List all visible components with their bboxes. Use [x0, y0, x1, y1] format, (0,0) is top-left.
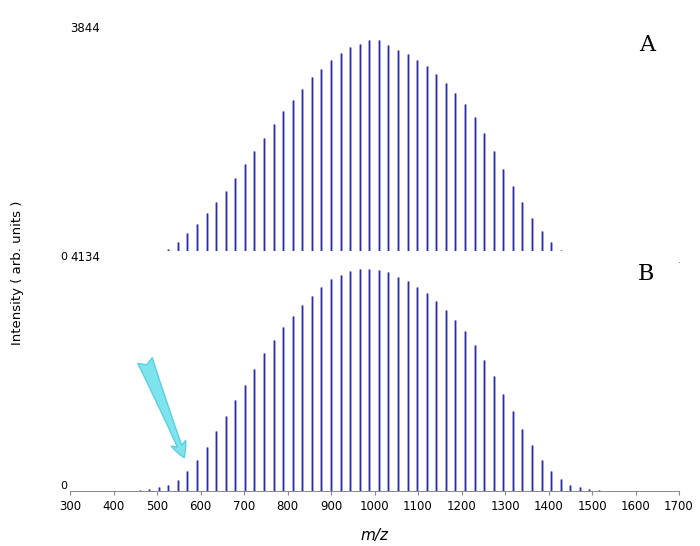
Text: A: A	[638, 34, 654, 56]
Text: m/z: m/z	[360, 527, 388, 543]
Text: 4134: 4134	[70, 251, 100, 264]
Text: 0: 0	[60, 252, 67, 262]
Text: 0: 0	[60, 482, 67, 491]
Text: Intensity ( arb. units ): Intensity ( arb. units )	[11, 201, 24, 345]
Text: 3844: 3844	[70, 22, 99, 35]
Text: B: B	[638, 263, 654, 285]
